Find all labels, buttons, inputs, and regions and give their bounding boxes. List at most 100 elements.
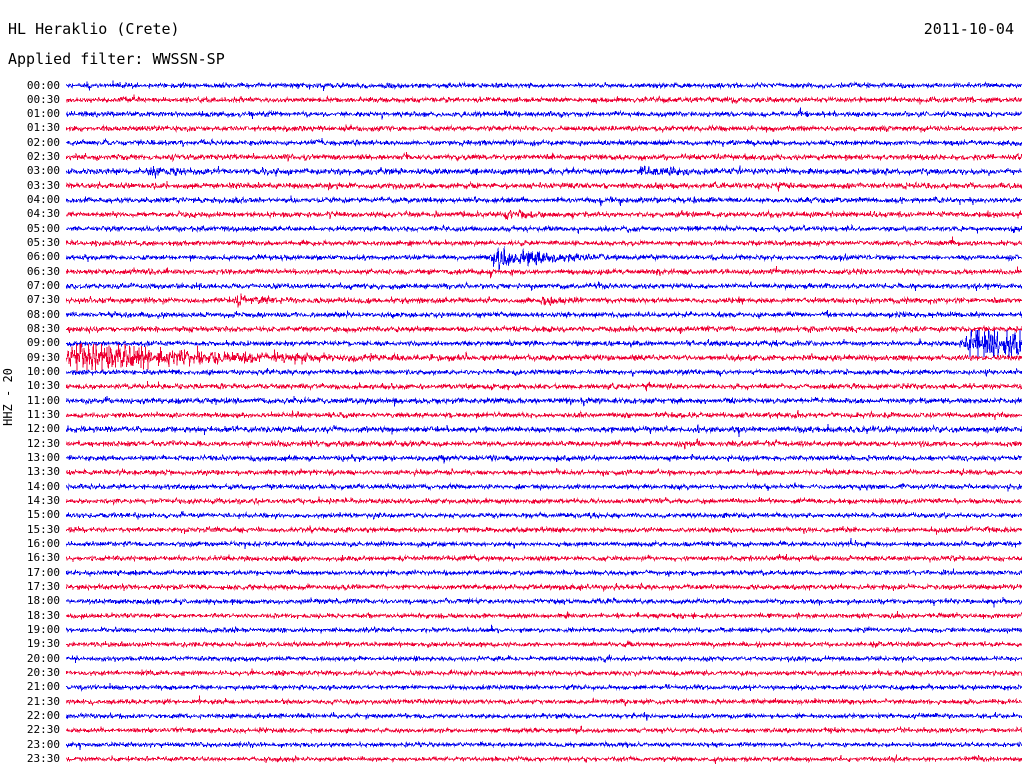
time-tick-0430: 04:30 — [26, 207, 60, 221]
trace-1130 — [66, 409, 1022, 421]
trace-0430 — [66, 209, 1022, 221]
trace-2330 — [66, 754, 1022, 764]
time-tick-1400: 14:00 — [26, 479, 60, 493]
time-tick-0630: 06:30 — [26, 264, 60, 278]
time-tick-1930: 19:30 — [26, 637, 60, 651]
time-tick-0030: 00:30 — [26, 92, 60, 106]
trace-1700 — [66, 568, 1022, 577]
time-tick-1230: 12:30 — [26, 436, 60, 450]
trace-1230 — [66, 438, 1022, 450]
time-tick-0830: 08:30 — [26, 322, 60, 336]
trace-1530 — [66, 525, 1022, 535]
trace-1830 — [66, 610, 1022, 620]
trace-1400 — [66, 482, 1022, 492]
time-tick-0100: 01:00 — [26, 107, 60, 121]
time-tick-2130: 21:30 — [26, 694, 60, 708]
time-tick-2200: 22:00 — [26, 709, 60, 723]
time-tick-0300: 03:00 — [26, 164, 60, 178]
trace-0830 — [66, 324, 1022, 335]
time-tick-0700: 07:00 — [26, 279, 60, 293]
time-tick-0130: 01:30 — [26, 121, 60, 135]
trace-0800 — [66, 310, 1022, 320]
trace-2100 — [66, 683, 1022, 692]
time-tick-0500: 05:00 — [26, 221, 60, 235]
time-tick-2000: 20:00 — [26, 651, 60, 665]
time-tick-1000: 10:00 — [26, 365, 60, 379]
trace-0330 — [66, 180, 1022, 192]
time-tick-1100: 11:00 — [26, 393, 60, 407]
trace-1430 — [66, 496, 1022, 506]
record-date: 2011-10-04 — [923, 20, 1014, 38]
trace-1600 — [66, 537, 1022, 550]
time-tick-0400: 04:00 — [26, 193, 60, 207]
time-tick-0000: 00:00 — [26, 78, 60, 92]
trace-2030 — [66, 668, 1022, 678]
time-tick-1330: 13:30 — [26, 465, 60, 479]
trace-2230 — [66, 725, 1022, 735]
trace-1800 — [66, 596, 1022, 608]
time-tick-1600: 16:00 — [26, 537, 60, 551]
time-tick-1430: 14:30 — [26, 494, 60, 508]
time-tick-1130: 11:30 — [26, 408, 60, 422]
time-tick-2330: 23:30 — [26, 752, 60, 765]
time-tick-1630: 16:30 — [26, 551, 60, 565]
trace-1000 — [66, 367, 1022, 378]
trace-1030 — [66, 380, 1022, 392]
time-tick-1900: 19:00 — [26, 623, 60, 637]
trace-2200 — [66, 711, 1022, 721]
time-tick-0330: 03:30 — [26, 178, 60, 192]
trace-0000 — [66, 80, 1022, 92]
time-tick-1300: 13:00 — [26, 451, 60, 465]
trace-1330 — [66, 467, 1022, 478]
time-tick-0200: 02:00 — [26, 135, 60, 149]
trace-0500 — [66, 223, 1022, 235]
time-tick-2300: 23:00 — [26, 737, 60, 751]
time-tick-2030: 20:30 — [26, 666, 60, 680]
trace-1500 — [66, 511, 1022, 520]
trace-0400 — [66, 195, 1022, 207]
time-tick-0800: 08:00 — [26, 307, 60, 321]
trace-0030 — [66, 94, 1022, 105]
time-tick-0530: 05:30 — [26, 236, 60, 250]
trace-1630 — [66, 553, 1022, 563]
time-tick-0930: 09:30 — [26, 350, 60, 364]
time-tick-2100: 21:00 — [26, 680, 60, 694]
time-tick-0600: 06:00 — [26, 250, 60, 264]
trace-0730 — [66, 293, 1022, 308]
time-tick-1800: 18:00 — [26, 594, 60, 608]
trace-2300 — [66, 740, 1022, 750]
trace-1930 — [66, 640, 1022, 649]
time-tick-1030: 10:30 — [26, 379, 60, 393]
trace-0300 — [66, 165, 1022, 179]
trace-0930 — [66, 343, 1022, 372]
trace-0900 — [66, 329, 1022, 358]
time-tick-1730: 17:30 — [26, 580, 60, 594]
trace-0700 — [66, 281, 1022, 292]
time-tick-2230: 22:30 — [26, 723, 60, 737]
trace-2130 — [66, 695, 1022, 707]
trace-2000 — [66, 654, 1022, 664]
trace-1900 — [66, 624, 1022, 635]
time-tick-0230: 02:30 — [26, 150, 60, 164]
applied-filter-label: Applied filter: WWSSN-SP — [8, 50, 225, 68]
trace-1200 — [66, 424, 1022, 437]
time-axis: 00:00 00:30 01:00 01:30 02:00 02:30 03:00 03:30… — [0, 78, 60, 772]
trace-0130 — [66, 124, 1022, 134]
trace-0230 — [66, 151, 1022, 163]
time-tick-1530: 15:30 — [26, 522, 60, 536]
time-tick-1830: 18:30 — [26, 608, 60, 622]
time-tick-1200: 12:00 — [26, 422, 60, 436]
time-tick-1700: 17:00 — [26, 565, 60, 579]
trace-0630 — [66, 265, 1022, 279]
time-tick-0730: 07:30 — [26, 293, 60, 307]
trace-1100 — [66, 395, 1022, 407]
time-tick-1500: 15:00 — [26, 508, 60, 522]
trace-0200 — [66, 137, 1022, 148]
seismogram-plot-area: 00:00 00:30 01:00 01:30 02:00 02:30 03:00 03:30… — [0, 78, 1024, 772]
trace-canvas — [66, 80, 1022, 764]
trace-0600 — [66, 246, 1022, 272]
station-title: HL Heraklio (Crete) — [8, 20, 180, 38]
time-tick-0900: 09:00 — [26, 336, 60, 350]
trace-1300 — [66, 453, 1022, 464]
